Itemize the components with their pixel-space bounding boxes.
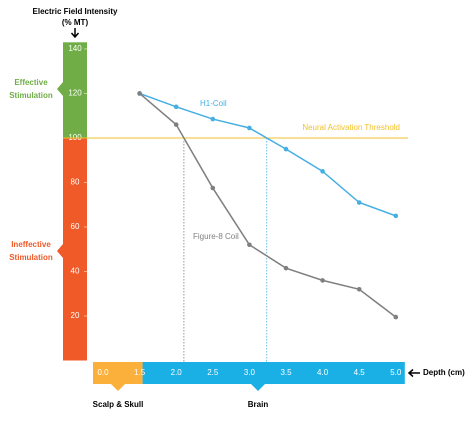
zone-bar: [63, 137, 87, 361]
y-title: Electric Field Intensity: [33, 7, 118, 16]
zone-label: Ineffective: [11, 240, 51, 249]
x-tick-label: 4.0: [317, 368, 329, 377]
x-tick-label: 2.0: [171, 368, 183, 377]
region-label: Scalp & Skull: [93, 400, 144, 409]
point: [393, 213, 399, 219]
point: [247, 242, 252, 248]
y-tick-label: 60: [71, 222, 80, 231]
arrow: [407, 368, 420, 378]
threshold-label: Neural Activation Threshold: [302, 123, 400, 132]
x-tick-label: 0.0: [97, 368, 109, 377]
y-tick-label: 40: [71, 267, 80, 276]
zone-pointer: [57, 82, 63, 96]
point: [173, 104, 179, 110]
y-tick-label: 140: [68, 44, 82, 53]
point: [137, 91, 142, 96]
zone-pointer: [57, 244, 63, 258]
region-bar: [142, 362, 405, 384]
series-line: [139, 92, 397, 318]
point: [210, 185, 216, 191]
region-pointer: [251, 384, 265, 391]
point: [356, 286, 362, 292]
x-tick-label: 1.5: [134, 368, 146, 377]
x-tick-label: 4.5: [354, 368, 366, 377]
y-tick-label: 120: [68, 89, 82, 98]
point: [393, 314, 399, 320]
arrow: [70, 28, 80, 39]
point: [210, 116, 216, 122]
point: [283, 265, 289, 271]
point: [320, 169, 325, 174]
zone-label: Stimulation: [9, 253, 53, 262]
series-label: Figure-8 Coil: [193, 232, 239, 241]
zone-label: Effective: [14, 78, 48, 87]
series-line: [139, 92, 397, 217]
y-tick-label: 20: [71, 311, 80, 320]
region-pointer: [111, 384, 125, 391]
series-label: H1-Coil: [200, 99, 227, 108]
x-title: Depth (cm): [423, 368, 465, 377]
point: [173, 122, 179, 127]
zone-label: Stimulation: [9, 91, 53, 100]
x-tick-label: 5.0: [390, 368, 402, 377]
y-tick-label: 80: [71, 178, 80, 187]
point: [247, 125, 252, 131]
point: [356, 200, 362, 205]
point: [283, 146, 289, 152]
x-tick-label: 3.5: [280, 368, 292, 377]
x-tick-label: 2.5: [207, 368, 219, 377]
region-bar: [93, 362, 143, 384]
y-title: (% MT): [62, 18, 89, 27]
region-label: Brain: [248, 400, 269, 409]
point: [320, 278, 325, 283]
zone-bar: [63, 42, 87, 138]
x-tick-label: 3.0: [244, 368, 256, 377]
